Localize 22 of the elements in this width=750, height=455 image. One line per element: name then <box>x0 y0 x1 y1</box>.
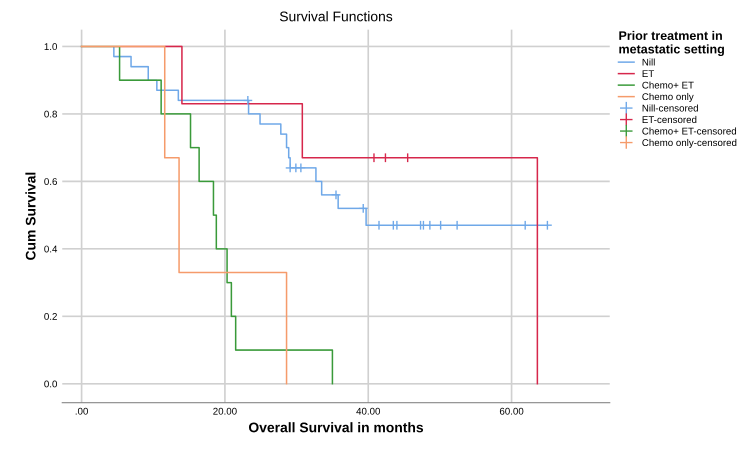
y-tick-label: 1.0 <box>44 43 58 50</box>
legend-label: Chemo+ ET <box>642 81 694 89</box>
legend-label: Chemo+ ET-censored <box>642 127 736 135</box>
legend-label: Nill <box>642 58 655 66</box>
x-tick-label: 60.00 <box>500 408 524 415</box>
y-tick-label: 0.8 <box>44 110 57 118</box>
y-tick-label: 0.2 <box>44 313 57 320</box>
x-tick-label: 40.00 <box>356 408 380 415</box>
x-tick-label: .00 <box>76 408 88 415</box>
y-tick-label: 0.0 <box>44 380 58 388</box>
legend-label: Chemo only <box>642 92 694 102</box>
legend-label: Nill-censored <box>642 104 698 112</box>
chart-title: Survival Functions <box>280 11 392 22</box>
legend-title: Prior treatment in metastatic setting <box>619 30 724 56</box>
y-tick-label: 0.6 <box>44 178 57 185</box>
x-tick-label: 20.00 <box>213 408 237 415</box>
y-axis-title: Cum Survival <box>25 172 36 260</box>
legend-label: ET-censored <box>642 116 696 124</box>
y-tick-label: 0.4 <box>44 246 58 252</box>
x-axis-title: Overall Survival in months <box>248 422 424 432</box>
legend-label: ET <box>642 70 654 78</box>
legend-label: Chemo only-censored <box>642 138 736 148</box>
